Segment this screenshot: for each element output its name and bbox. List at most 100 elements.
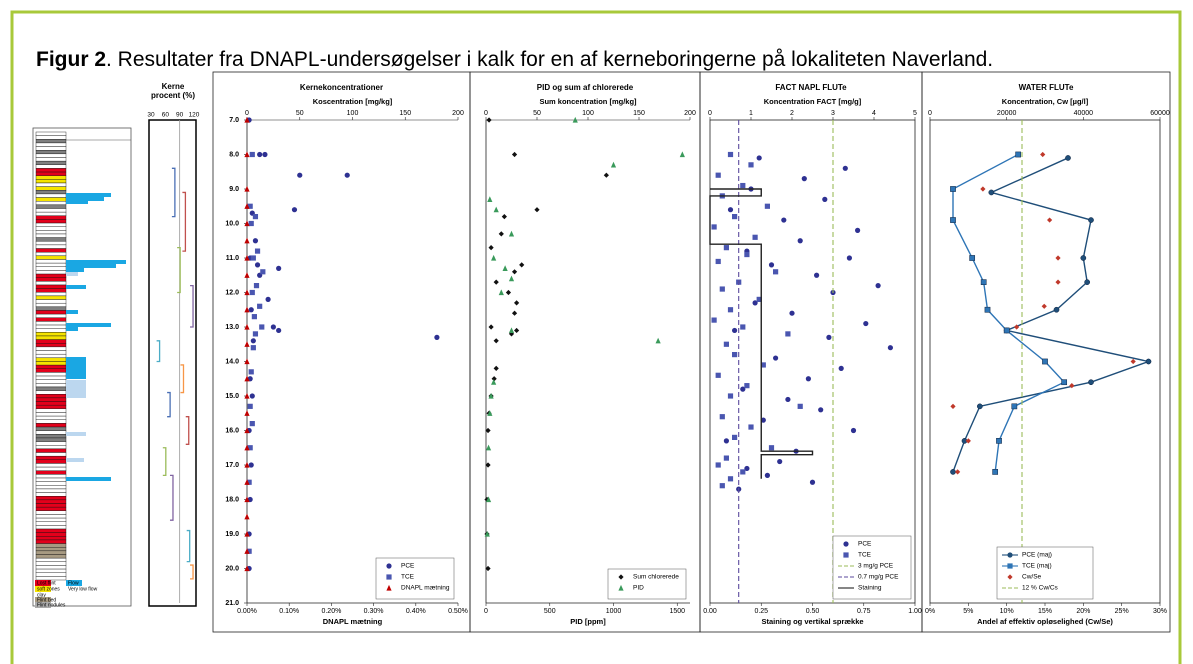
log-layer <box>35 506 67 511</box>
point <box>723 245 729 251</box>
point <box>246 479 252 485</box>
log-layer <box>35 153 67 158</box>
point <box>732 214 738 220</box>
point <box>789 310 795 316</box>
legend-label: PCE <box>858 541 872 548</box>
log-layer <box>35 332 67 337</box>
point <box>502 265 508 271</box>
panel-title: Kernekoncentrationer <box>300 83 383 92</box>
point <box>887 345 894 351</box>
log-layer <box>35 230 67 235</box>
point <box>493 206 499 213</box>
point <box>514 300 520 306</box>
legend-label: Staining <box>858 585 882 592</box>
point <box>572 116 578 123</box>
point <box>992 469 999 475</box>
point <box>797 238 803 244</box>
point <box>863 320 869 327</box>
point <box>484 530 490 537</box>
point <box>748 162 754 168</box>
x-tick-label: 5 <box>913 110 917 117</box>
x2-tick-label: 0.10% <box>279 608 299 615</box>
core-segment <box>162 447 167 476</box>
log-layer <box>35 397 67 402</box>
log-layer <box>35 452 67 457</box>
point <box>270 324 276 330</box>
point <box>719 483 725 489</box>
point <box>244 513 250 520</box>
point <box>744 251 750 258</box>
x-tick-label: 60000 <box>1150 110 1170 117</box>
point <box>797 403 803 409</box>
point <box>996 438 1002 444</box>
point <box>260 269 266 275</box>
flow-bar <box>66 193 111 197</box>
point <box>785 331 791 337</box>
log-layer <box>35 317 67 322</box>
x-tick-label: 120 <box>189 112 200 119</box>
x-tick-label: 200 <box>684 110 696 117</box>
point <box>655 337 661 344</box>
log-layer <box>35 270 67 275</box>
log-layer <box>35 310 67 315</box>
log-layer <box>35 550 67 555</box>
point <box>1061 379 1068 386</box>
x-tick-label: 150 <box>399 110 411 117</box>
log-layer <box>35 328 67 333</box>
point <box>1042 358 1048 365</box>
point <box>756 296 762 302</box>
log-layer <box>35 372 67 377</box>
point <box>485 427 491 434</box>
point <box>498 231 504 237</box>
flow-bar <box>66 432 86 436</box>
point <box>732 352 738 358</box>
point <box>247 403 253 409</box>
log-layer <box>35 262 67 267</box>
legend-box <box>996 546 1094 600</box>
log-layer <box>35 324 67 329</box>
point <box>679 151 685 158</box>
x-tick-label: 150 <box>633 110 645 117</box>
point <box>252 238 259 244</box>
point <box>965 438 971 444</box>
point <box>505 289 512 296</box>
y-tick-label: 11.0 <box>226 255 239 262</box>
point <box>740 386 746 392</box>
x-tick-label: 0 <box>484 110 488 117</box>
point <box>244 272 250 278</box>
legend-label: TCE <box>858 552 872 559</box>
point <box>491 254 497 261</box>
x2-tick-label: 0.30% <box>364 608 384 615</box>
x2-tick-label: 1000 <box>606 608 622 615</box>
point <box>297 172 303 178</box>
point <box>488 392 494 399</box>
log-layer <box>35 160 67 165</box>
point <box>519 262 525 268</box>
point <box>768 445 775 451</box>
point <box>250 338 256 344</box>
point <box>257 151 263 158</box>
point <box>818 407 824 413</box>
x2-tick-label: 0 <box>484 608 488 615</box>
log-layer <box>35 361 67 366</box>
log-layer <box>35 142 67 147</box>
log-layer <box>35 419 67 424</box>
y-tick-label: 13.0 <box>225 324 239 331</box>
log-layer <box>35 288 67 293</box>
log-layer <box>35 139 67 144</box>
point <box>773 269 779 275</box>
x2-tick-label: 0.25 <box>754 608 768 615</box>
flow-bar <box>66 357 86 379</box>
x-tick-label: 4 <box>872 110 876 117</box>
point <box>1055 279 1061 285</box>
point <box>244 254 250 261</box>
log-layer <box>35 201 67 206</box>
log-layer <box>35 182 67 187</box>
point <box>740 182 746 189</box>
point <box>760 417 766 423</box>
x2-tick-label: 0.75 <box>857 608 871 615</box>
log-legend-swatch <box>35 597 51 603</box>
x2-tick-label: 0.00% <box>237 608 257 615</box>
kerne-title: Kerne procent (%) <box>151 82 195 100</box>
point <box>1047 217 1053 223</box>
